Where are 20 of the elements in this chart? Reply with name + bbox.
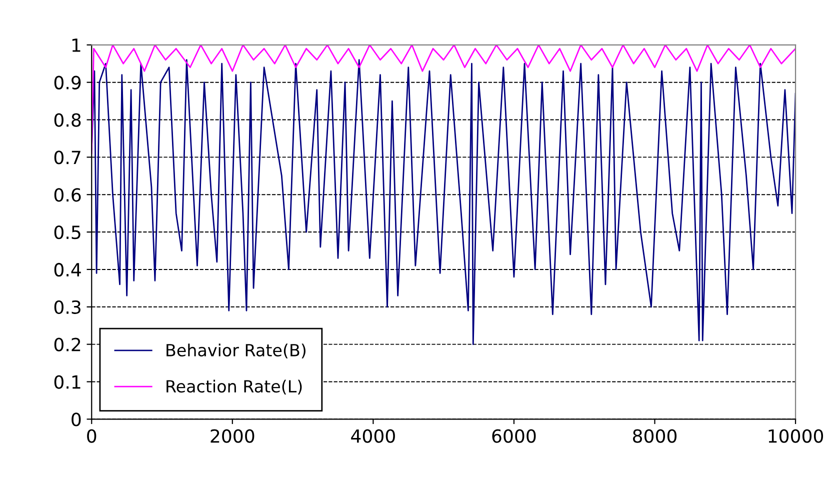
x-tick-label: 0 [87, 429, 96, 443]
y-tick-label: 0.7 [54, 150, 80, 164]
legend-label: Behavior Rate(B) [166, 344, 306, 358]
x-tick-label: 10000 [768, 429, 824, 443]
y-tick-label: 0.2 [54, 338, 80, 352]
y-tick-label: 0.3 [54, 300, 80, 314]
y-tick-label: 0.4 [54, 262, 81, 277]
x-tick-label: 2000 [210, 429, 254, 443]
y-tick-label: 0.9 [54, 76, 81, 90]
x-tick-label: 8000 [632, 429, 677, 443]
y-tick-label: 0 [72, 412, 81, 426]
y-tick-label: 0.5 [54, 225, 80, 240]
line-series [92, 59, 796, 346]
y-tick-label: 0.8 [54, 113, 81, 127]
x-tick-label: 6000 [492, 429, 536, 443]
x-tick-label: 4000 [351, 429, 395, 443]
y-tick-label: 0.6 [54, 188, 81, 202]
y-tick-label: 0.1 [54, 375, 80, 389]
y-tick-label: 1 [72, 38, 80, 52]
legend-label: Reaction Rate(L) [166, 380, 302, 395]
